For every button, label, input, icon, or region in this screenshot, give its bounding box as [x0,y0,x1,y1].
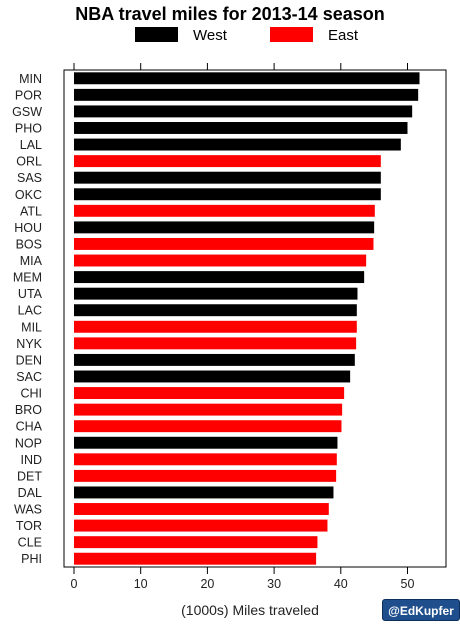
bar-ind [74,453,337,466]
y-tick-label-chi: CHI [20,387,42,401]
y-tick-label-mia: MIA [20,254,43,268]
y-tick-label-dal: DAL [18,486,42,500]
bar-was [74,503,329,515]
legend: West East [135,27,359,44]
bar-den [74,353,355,366]
y-tick-label-lal: LAL [20,138,42,152]
legend-swatch-west [135,27,178,42]
bar-nyk [74,337,357,350]
bar-mia [74,254,367,267]
bar-dal [74,486,334,499]
y-tick-label-mem: MEM [13,271,42,285]
bar-phi [74,552,317,565]
y-tick-label-atl: ATL [20,204,42,218]
y-tick-label-hou: HOU [14,221,42,235]
y-tick-label-nyk: NYK [16,337,42,351]
bar-bos [74,237,374,250]
y-tick-labels: MIN POR GSW PHO LAL ORL SAS OKC ATL HOU BOS MIA MEM U… [12,72,43,566]
y-tick-label-uta: UTA [18,287,43,301]
x-axis-title: (1000s) Miles traveled [181,602,319,618]
x-tick-label-40: 40 [334,577,348,591]
y-tick-label-sac: SAC [16,370,42,384]
bars [74,72,420,565]
credit-badge[interactable]: @EdKupfer [382,599,460,621]
bar-mil [74,320,357,333]
bar-cha [74,420,342,433]
bar-lal [74,138,401,151]
y-tick-label-pho: PHO [15,121,42,135]
bar-okc [74,188,381,201]
bar-sas [74,171,381,184]
y-tick-label-gsw: GSW [12,105,42,119]
y-tick-label-nop: NOP [15,436,42,450]
y-tick-label-bos: BOS [16,237,42,251]
y-tick-label-tor: TOR [16,519,42,533]
bar-hou [74,221,375,234]
bar-min [74,72,420,85]
bar-orl [74,155,381,168]
x-tick-label-50: 50 [401,577,415,591]
plot-frame [63,69,447,568]
x-ticks: 0 10 20 30 40 50 [71,567,415,591]
bar-det [74,469,337,482]
bar-tor [74,519,328,532]
y-tick-label-orl: ORL [16,155,42,169]
legend-label-east: East [328,27,359,44]
bar-cle [74,536,318,549]
top-ticks [73,63,408,70]
bar-gsw [74,105,413,118]
x-tick-label-30: 30 [267,577,281,591]
bar-atl [74,204,375,217]
bar-pho [74,122,408,134]
bar-sac [74,370,351,383]
bar-chi [74,387,345,400]
bar-bro [74,403,343,416]
bar-mem [74,271,365,284]
y-tick-label-okc: OKC [15,188,42,202]
y-tick-label-por: POR [15,88,42,102]
bar-por [74,88,419,101]
y-tick-label-mil: MIL [21,320,42,334]
chart-title: NBA travel miles for 2013-14 season [75,4,385,24]
y-tick-label-det: DET [17,469,42,483]
y-tick-label-lac: LAC [18,304,42,318]
bar-lac [74,304,357,317]
y-tick-label-sas: SAS [17,171,42,185]
y-tick-label-was: WAS [14,503,42,517]
y-tick-label-cha: CHA [16,420,43,434]
x-tick-label-10: 10 [134,577,148,591]
x-tick-label-20: 20 [200,577,214,591]
y-tick-label-min: MIN [19,72,42,86]
y-tick-label-bro: BRO [15,403,42,417]
y-tick-label-ind: IND [20,453,42,467]
bar-uta [74,287,358,300]
legend-label-west: West [193,27,228,44]
bar-nop [74,436,338,449]
y-tick-label-den: DEN [16,353,42,367]
x-tick-label-0: 0 [71,577,78,591]
legend-swatch-east [270,27,313,42]
y-tick-label-cle: CLE [18,536,42,550]
y-tick-label-phi: PHI [21,552,42,566]
